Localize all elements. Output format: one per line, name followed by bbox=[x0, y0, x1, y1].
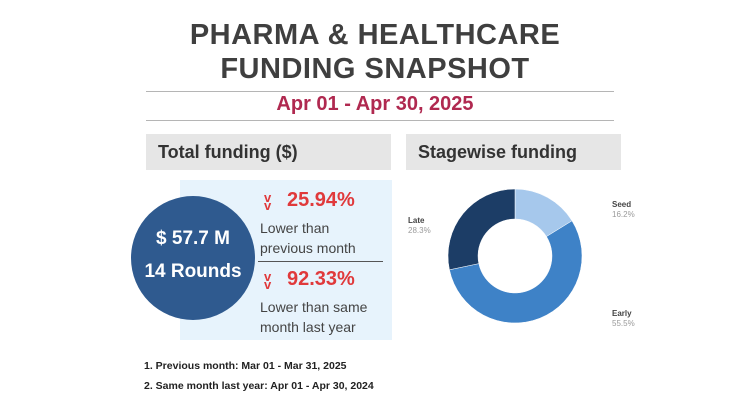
title-line-2: FUNDING SNAPSHOT bbox=[220, 53, 530, 85]
stagewise-funding-header: Stagewise funding bbox=[406, 134, 621, 170]
donut-label-early: Early bbox=[612, 309, 632, 318]
previous-month-desc-line-1: Lower than bbox=[260, 220, 330, 236]
donut-slice-late bbox=[447, 188, 516, 271]
date-range: Apr 01 - Apr 30, 2025 bbox=[276, 93, 474, 115]
donut-slice-early bbox=[449, 220, 583, 324]
comparison-divider bbox=[258, 261, 383, 262]
total-funding-header: Total funding ($) bbox=[146, 134, 391, 170]
title-rule-top bbox=[146, 91, 614, 92]
donut-label-late: Late bbox=[408, 216, 425, 225]
donut-value-seed: 16.2% bbox=[612, 210, 635, 219]
last-year-desc: Lower than same month last year bbox=[260, 297, 367, 337]
last-year-percent: 92.33% bbox=[287, 268, 355, 290]
previous-month-percent: 25.94% bbox=[287, 189, 355, 211]
title-rule-bottom bbox=[146, 120, 614, 121]
footnote-1: 1. Previous month: Mar 01 - Mar 31, 2025 bbox=[144, 360, 347, 372]
round-count: 14 Rounds bbox=[144, 261, 242, 282]
title-line-1: PHARMA & HEALTHCARE bbox=[189, 19, 561, 51]
last-year-desc-line-1: Lower than same bbox=[260, 299, 368, 315]
previous-month-desc: Lower than previous month bbox=[260, 218, 356, 258]
donut-value-late: 28.3% bbox=[408, 226, 431, 235]
page-title: PHARMA & HEALTHCARE FUNDING SNAPSHOT bbox=[0, 18, 750, 86]
total-amount: $ 57.7 M bbox=[156, 228, 230, 249]
last-year-desc-line-2: month last year bbox=[260, 319, 356, 335]
total-funding-circle: $ 57.7 M 14 Rounds bbox=[131, 196, 255, 320]
footnote-2: 2. Same month last year: Apr 01 - Apr 30… bbox=[144, 380, 374, 392]
donut-value-early: 55.5% bbox=[612, 319, 635, 328]
previous-month-desc-line-2: previous month bbox=[260, 240, 356, 256]
donut-label-seed: Seed bbox=[612, 200, 631, 209]
